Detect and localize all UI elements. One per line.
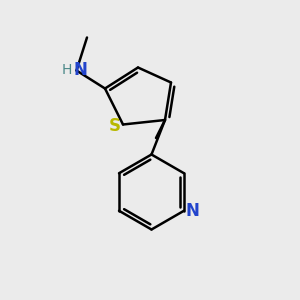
Text: S: S xyxy=(109,117,121,135)
Text: H: H xyxy=(62,63,72,77)
Text: N: N xyxy=(73,61,87,79)
Text: N: N xyxy=(185,202,199,220)
